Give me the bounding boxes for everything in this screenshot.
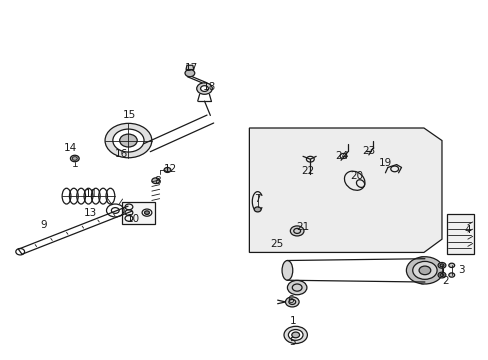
Circle shape (406, 257, 443, 284)
Text: 15: 15 (123, 110, 136, 120)
Ellipse shape (282, 261, 292, 280)
Circle shape (439, 274, 443, 276)
Circle shape (70, 155, 79, 162)
Text: 20: 20 (349, 171, 363, 181)
Text: 21: 21 (296, 222, 309, 232)
Text: 6: 6 (286, 295, 293, 305)
Text: 14: 14 (63, 143, 77, 153)
Text: 12: 12 (163, 163, 177, 174)
Text: 25: 25 (269, 239, 283, 249)
Circle shape (200, 86, 208, 91)
Circle shape (152, 178, 159, 184)
Circle shape (285, 297, 299, 307)
Circle shape (105, 123, 152, 158)
Circle shape (439, 264, 443, 267)
Text: 17: 17 (185, 63, 198, 73)
Text: 4: 4 (464, 225, 470, 235)
Text: 5: 5 (288, 337, 295, 347)
Text: 8: 8 (154, 176, 161, 186)
Text: 22: 22 (301, 166, 314, 176)
Bar (446, 214, 473, 253)
Circle shape (16, 248, 24, 255)
Text: 19: 19 (379, 158, 392, 168)
Text: 11: 11 (84, 189, 98, 199)
Text: 2: 2 (441, 276, 448, 286)
Circle shape (448, 273, 454, 277)
Circle shape (288, 329, 303, 340)
Circle shape (113, 129, 144, 152)
Text: 24: 24 (335, 150, 348, 161)
Circle shape (120, 134, 137, 147)
Text: 13: 13 (84, 208, 97, 218)
Text: 23: 23 (362, 145, 375, 156)
Circle shape (448, 263, 454, 267)
Text: 3: 3 (457, 265, 464, 275)
Circle shape (196, 83, 212, 94)
Circle shape (284, 326, 307, 343)
Circle shape (437, 272, 445, 278)
Circle shape (184, 69, 194, 77)
Text: 1: 1 (289, 316, 296, 325)
Circle shape (287, 280, 306, 295)
Ellipse shape (414, 257, 429, 284)
Bar (122, 202, 155, 224)
Polygon shape (185, 65, 193, 69)
Circle shape (412, 261, 436, 279)
Circle shape (291, 332, 299, 338)
Text: 7: 7 (254, 194, 261, 204)
Circle shape (290, 226, 304, 236)
Text: 16: 16 (115, 149, 128, 159)
Circle shape (437, 262, 445, 268)
Text: 9: 9 (40, 220, 47, 230)
Text: 10: 10 (126, 214, 140, 224)
Polygon shape (249, 128, 441, 252)
Circle shape (163, 167, 170, 172)
Text: 18: 18 (203, 82, 216, 93)
Circle shape (144, 211, 149, 215)
Circle shape (254, 207, 261, 212)
Circle shape (418, 266, 430, 275)
